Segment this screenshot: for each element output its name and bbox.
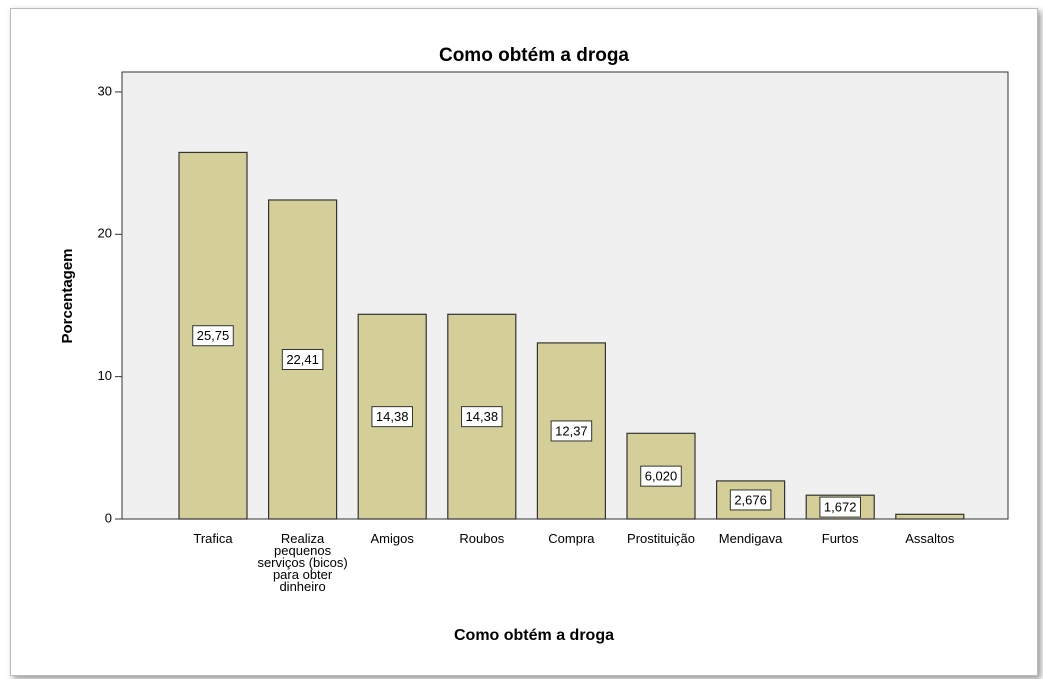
y-tick-label: 0 bbox=[105, 510, 112, 525]
value-label: 14,38 bbox=[466, 409, 499, 424]
x-tick-label: Assaltos bbox=[905, 531, 955, 546]
value-label-box bbox=[640, 465, 682, 487]
value-label: 12,37 bbox=[555, 423, 588, 438]
x-tick-label: Mendigava bbox=[718, 531, 783, 546]
value-label-box bbox=[281, 348, 324, 370]
chart-title: Como obtém a droga bbox=[439, 45, 629, 66]
x-tick-label: Compra bbox=[548, 531, 595, 546]
y-axis-title: Porcentagem bbox=[59, 248, 76, 343]
value-label: 14,38 bbox=[376, 409, 409, 424]
x-tick-label: Furtos bbox=[821, 531, 859, 546]
value-label-box bbox=[819, 496, 861, 518]
value-label: 1,672 bbox=[824, 500, 857, 515]
x-tick-label: Roubos bbox=[459, 531, 505, 546]
y-tick-label: 20 bbox=[98, 226, 112, 241]
x-axis-title: Como obtém a droga bbox=[454, 627, 614, 644]
value-label-box bbox=[550, 420, 593, 442]
x-tick-label: Realiza pequenos serviços (bicos) para o… bbox=[257, 531, 348, 594]
value-label-box bbox=[192, 325, 234, 347]
value-label: 25,75 bbox=[197, 328, 230, 343]
value-label-box bbox=[461, 406, 503, 428]
x-tick-label: Prostituição bbox=[627, 531, 695, 546]
value-label: 2,676 bbox=[734, 492, 767, 507]
y-tick-label: 30 bbox=[98, 83, 112, 98]
value-label: 6,020 bbox=[645, 469, 678, 484]
value-label-box bbox=[729, 489, 772, 511]
x-tick-label: Trafica bbox=[193, 531, 233, 546]
value-label: 22,41 bbox=[286, 352, 319, 367]
bar bbox=[895, 513, 965, 520]
value-label-box bbox=[371, 406, 413, 428]
y-tick-label: 10 bbox=[98, 368, 112, 383]
x-tick-label: Amigos bbox=[370, 531, 414, 546]
